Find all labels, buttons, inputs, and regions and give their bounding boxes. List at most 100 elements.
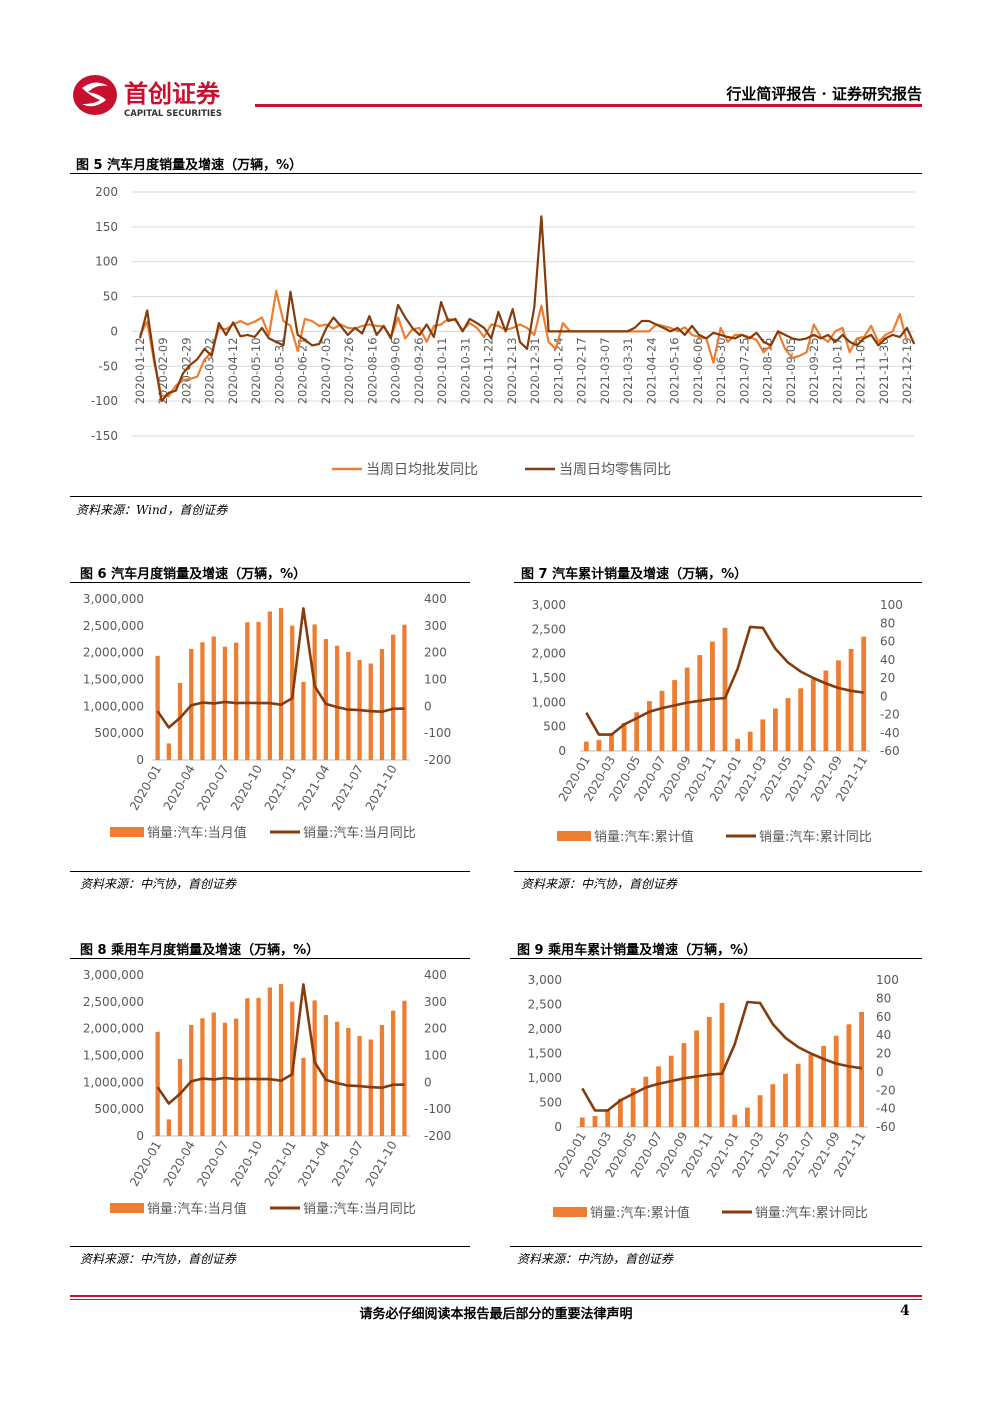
- fig9-bar: [618, 1098, 623, 1127]
- fig6-bar: [245, 622, 250, 760]
- fig6-legend-label-line: 销量:汽车:当月同比: [303, 825, 416, 841]
- fig8-x-tick-label: 2020-10: [228, 1139, 265, 1189]
- fig7-bar: [722, 627, 728, 751]
- fig9-y-right-tick-label: -20: [876, 1083, 896, 1097]
- fig8-bar: [402, 1000, 407, 1136]
- fig6-bar: [177, 683, 183, 760]
- fig9-bar: [821, 1045, 826, 1127]
- fig7-bar: [672, 680, 677, 751]
- fig8-top-rule: [70, 958, 470, 959]
- fig5-x-tick-label: 2021-11-07: [854, 337, 868, 404]
- fig6-y-right-tick-label: 300: [424, 619, 447, 633]
- header-rule: [255, 104, 922, 107]
- fig8-y-right-tick-label: 200: [424, 1022, 447, 1036]
- fig7-y-right-tick-label: 60: [880, 635, 895, 649]
- fig8-bar: [335, 1021, 340, 1136]
- fig7-y-left-tick-label: 1,500: [532, 671, 566, 685]
- fig9-legend-label-line: 销量:汽车:累计同比: [755, 1205, 868, 1221]
- fig9-bar: [706, 1016, 712, 1127]
- footer-rule-thin: [70, 1299, 922, 1300]
- fig9-y-right-tick-label: 20: [876, 1047, 891, 1061]
- fig6-y-left-tick-label: 3,000,000: [83, 592, 144, 606]
- fig6-y-left-tick-label: 0: [136, 753, 144, 767]
- fig9-y-left-tick-label: 2,000: [528, 1022, 562, 1036]
- fig8-bar: [312, 1000, 317, 1136]
- fig5-x-tick-label: 2020-05-10: [249, 337, 263, 404]
- fig9-bar: [745, 1107, 750, 1127]
- fig5-x-tick-label: 2020-09-26: [412, 337, 426, 404]
- fig5-x-tick-label: 2021-12-19: [900, 337, 914, 404]
- fig8-y-right-tick-label: 0: [424, 1075, 432, 1089]
- fig6-bar: [346, 651, 351, 760]
- fig7-bar: [634, 712, 640, 751]
- fig8-bar: [211, 1012, 216, 1136]
- fig7-bar: [659, 690, 665, 751]
- fig7-y-left-tick-label: 0: [558, 744, 566, 758]
- fig9-legend-swatch-bar: [553, 1207, 587, 1217]
- fig8-y-left-tick-label: 1,000,000: [83, 1075, 144, 1089]
- fig5-bottom-rule: [70, 496, 922, 497]
- fig8-x-tick-label: 2021-01: [262, 1139, 299, 1189]
- fig6-chart: 0 500,000 1,000,000 1,500,000 2,000,000 2,500…: [83, 592, 451, 841]
- fig5-series-line-1: [139, 289, 909, 398]
- fig5-x-tick-label: 2020-11-22: [482, 337, 496, 404]
- fig9-y-right-tick-label: 60: [876, 1010, 891, 1024]
- fig6-y-left-tick-label: 500,000: [94, 726, 144, 740]
- fig8-bar: [391, 1010, 396, 1136]
- fig7-bar: [760, 719, 766, 751]
- fig8-bar: [301, 1057, 306, 1136]
- fig7-y-left-tick-label: 2,000: [532, 647, 566, 661]
- fig7-bar: [810, 679, 816, 751]
- fig6-top-rule: [70, 582, 470, 583]
- fig6-x-tick-label: 2021-10: [363, 763, 400, 813]
- fig5-y-tick-label: 100: [95, 255, 118, 269]
- fig9-chart: 0 500 1,000 1,500 2,000 2,500 3,000 -60 -40 -20 0 2…: [528, 973, 899, 1221]
- fig7-chart: 0 500 1,000 1,500 2,000 2,500 3,000 -60 -40 -20 0 2…: [532, 598, 903, 845]
- fig5-x-tick-label: 2021-06-30: [714, 337, 728, 404]
- fig7-bar: [697, 655, 703, 751]
- fig6-bar: [166, 743, 171, 760]
- fig8-y-left-tick-label: 3,000,000: [83, 968, 144, 982]
- fig5-y-tick-label: -50: [98, 359, 118, 373]
- fig8-bar: [234, 1018, 239, 1136]
- fig8-bar: [256, 997, 261, 1136]
- fig7-y-right-tick-label: -60: [880, 744, 900, 758]
- fig8-legend-swatch-bar: [110, 1203, 144, 1213]
- fig6-bar: [267, 611, 272, 760]
- fig9-bar: [757, 1095, 763, 1127]
- fig7-bar: [735, 738, 740, 751]
- fig5-x-tick-label: 2021-02-17: [575, 337, 589, 404]
- fig9-y-left-tick-label: 1,000: [528, 1071, 562, 1085]
- fig9-y-right-tick-label: 100: [876, 973, 899, 987]
- fig6-series-line: [156, 607, 405, 729]
- fig8-bar: [166, 1119, 171, 1136]
- fig9-source: 资料来源：中汽协，首创证券: [517, 1252, 674, 1266]
- fig8-x-tick-label: 2020-04: [161, 1139, 198, 1189]
- fig7-bar: [836, 660, 841, 751]
- fig6-y-left-tick-label: 1,500,000: [83, 673, 144, 687]
- fig7-series-line: [585, 625, 864, 736]
- fig7-bar: [785, 698, 791, 751]
- fig5-x-tick-label: 2020-01-12: [133, 337, 147, 404]
- fig6-legend-label-bar: 销量:汽车:当月值: [147, 825, 247, 841]
- fig9-y-left-tick-label: 3,000: [528, 973, 562, 987]
- fig7-bar: [710, 641, 715, 751]
- fig5-top-rule: [70, 173, 922, 174]
- fig7-y-right-tick-label: 80: [880, 616, 895, 630]
- fig5-x-tick-label: 2021-04-24: [644, 337, 658, 404]
- fig8-y-right-tick-label: 100: [424, 1049, 447, 1063]
- company-logo: 首创证券 CAPITAL SECURITIES: [70, 72, 270, 122]
- fig6-x-tick-label: 2020-01: [127, 763, 164, 813]
- fig7-title: 图 7 汽车累计销量及增速（万辆，%）: [521, 567, 748, 582]
- fig6-bar: [155, 655, 160, 760]
- fig5-x-tick-label: 2020-12-31: [528, 337, 542, 404]
- fig5-x-tick-label: 2020-04-12: [226, 337, 240, 404]
- fig7-bar: [798, 688, 804, 751]
- fig6-legend-swatch-bar: [110, 827, 144, 837]
- fig6-bar: [200, 642, 205, 760]
- fig9-y-right-tick-label: 80: [876, 991, 891, 1005]
- fig5-x-tick-label: 2021-09-05: [784, 337, 798, 404]
- fig5-x-tick-label: 2021-01-24: [551, 337, 565, 404]
- fig6-bar: [211, 636, 216, 760]
- fig7-source: 资料来源：中汽协，首创证券: [521, 877, 678, 891]
